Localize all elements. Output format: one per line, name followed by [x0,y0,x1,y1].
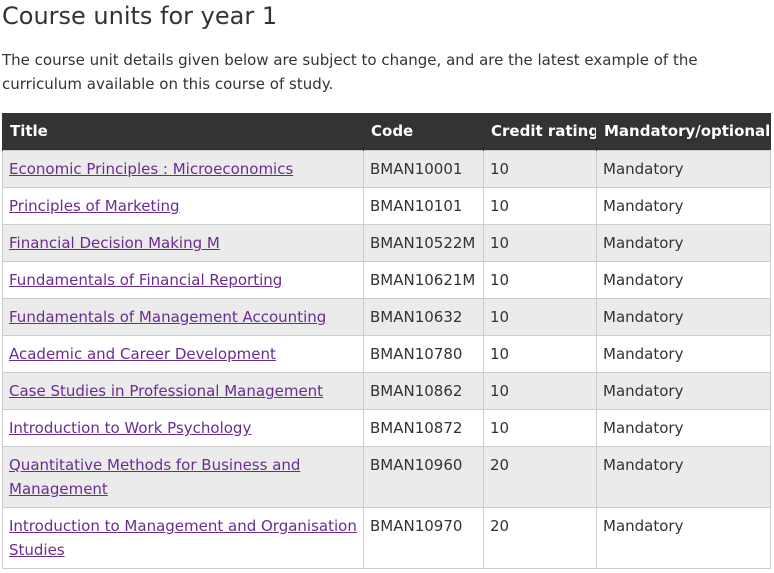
column-header-title: Title [2,113,364,151]
unit-title-link[interactable]: Introduction to Management and Organisat… [9,517,357,559]
unit-title-cell: Quantitative Methods for Business and Ma… [2,446,364,508]
unit-title-cell: Economic Principles : Microeconomics [2,150,364,188]
unit-code-cell: BMAN10621M [363,261,484,299]
unit-title-link[interactable]: Fundamentals of Financial Reporting [9,271,283,289]
unit-title-cell: Case Studies in Professional Management [2,372,364,410]
table-row: Fundamentals of Management Accounting BM… [2,298,771,336]
unit-credit-cell: 10 [483,409,597,447]
unit-code-cell: BMAN10872 [363,409,484,447]
table-row: Financial Decision Making M BMAN10522M 1… [2,224,771,262]
unit-mandatory-cell: Mandatory [596,150,771,188]
column-header-mandatory-optional: Mandatory/optional [596,113,771,151]
unit-credit-cell: 20 [483,446,597,508]
unit-credit-cell: 20 [483,507,597,569]
table-body: Economic Principles : Microeconomics BMA… [2,150,771,569]
unit-title-cell: Fundamentals of Financial Reporting [2,261,364,299]
unit-mandatory-cell: Mandatory [596,335,771,373]
table-row: Introduction to Work Psychology BMAN1087… [2,409,771,447]
table-header: Title Code Credit rating Mandatory/optio… [2,113,771,151]
unit-credit-cell: 10 [483,372,597,410]
unit-title-cell: Fundamentals of Management Accounting [2,298,364,336]
table-row: Economic Principles : Microeconomics BMA… [2,150,771,188]
table-row: Quantitative Methods for Business and Ma… [2,446,771,508]
unit-mandatory-cell: Mandatory [596,446,771,508]
table-row: Fundamentals of Financial Reporting BMAN… [2,261,771,299]
unit-mandatory-cell: Mandatory [596,409,771,447]
unit-title-link[interactable]: Economic Principles : Microeconomics [9,160,294,178]
unit-code-cell: BMAN10101 [363,187,484,225]
unit-title-link[interactable]: Principles of Marketing [9,197,180,215]
table-header-row: Title Code Credit rating Mandatory/optio… [2,113,771,151]
unit-title-link[interactable]: Academic and Career Development [9,345,276,363]
page-title: Course units for year 1 [2,2,278,30]
unit-mandatory-cell: Mandatory [596,298,771,336]
unit-title-cell: Principles of Marketing [2,187,364,225]
unit-credit-cell: 10 [483,224,597,262]
unit-code-cell: BMAN10001 [363,150,484,188]
unit-code-cell: BMAN10862 [363,372,484,410]
intro-paragraph: The course unit details given below are … [2,51,698,93]
unit-title-cell: Academic and Career Development [2,335,364,373]
unit-credit-cell: 10 [483,335,597,373]
unit-credit-cell: 10 [483,261,597,299]
unit-code-cell: BMAN10960 [363,446,484,508]
unit-credit-cell: 10 [483,187,597,225]
unit-code-cell: BMAN10522M [363,224,484,262]
table-row: Case Studies in Professional Management … [2,372,771,410]
unit-credit-cell: 10 [483,150,597,188]
table-row: Academic and Career Development BMAN1078… [2,335,771,373]
unit-code-cell: BMAN10632 [363,298,484,336]
unit-code-cell: BMAN10970 [363,507,484,569]
table-row: Introduction to Management and Organisat… [2,507,771,569]
unit-title-link[interactable]: Financial Decision Making M [9,234,220,252]
column-header-credit-rating: Credit rating [483,113,597,151]
table-row: Principles of Marketing BMAN10101 10 Man… [2,187,771,225]
unit-mandatory-cell: Mandatory [596,372,771,410]
unit-title-cell: Financial Decision Making M [2,224,364,262]
unit-mandatory-cell: Mandatory [596,261,771,299]
unit-title-cell: Introduction to Work Psychology [2,409,364,447]
column-header-code: Code [363,113,484,151]
unit-title-cell: Introduction to Management and Organisat… [2,507,364,569]
unit-mandatory-cell: Mandatory [596,507,771,569]
unit-title-link[interactable]: Fundamentals of Management Accounting [9,308,327,326]
unit-code-cell: BMAN10780 [363,335,484,373]
unit-mandatory-cell: Mandatory [596,224,771,262]
unit-title-link[interactable]: Quantitative Methods for Business and Ma… [9,456,301,498]
unit-title-link[interactable]: Case Studies in Professional Management [9,382,324,400]
course-units-table: Title Code Credit rating Mandatory/optio… [2,113,771,569]
unit-mandatory-cell: Mandatory [596,187,771,225]
unit-title-link[interactable]: Introduction to Work Psychology [9,419,252,437]
unit-credit-cell: 10 [483,298,597,336]
